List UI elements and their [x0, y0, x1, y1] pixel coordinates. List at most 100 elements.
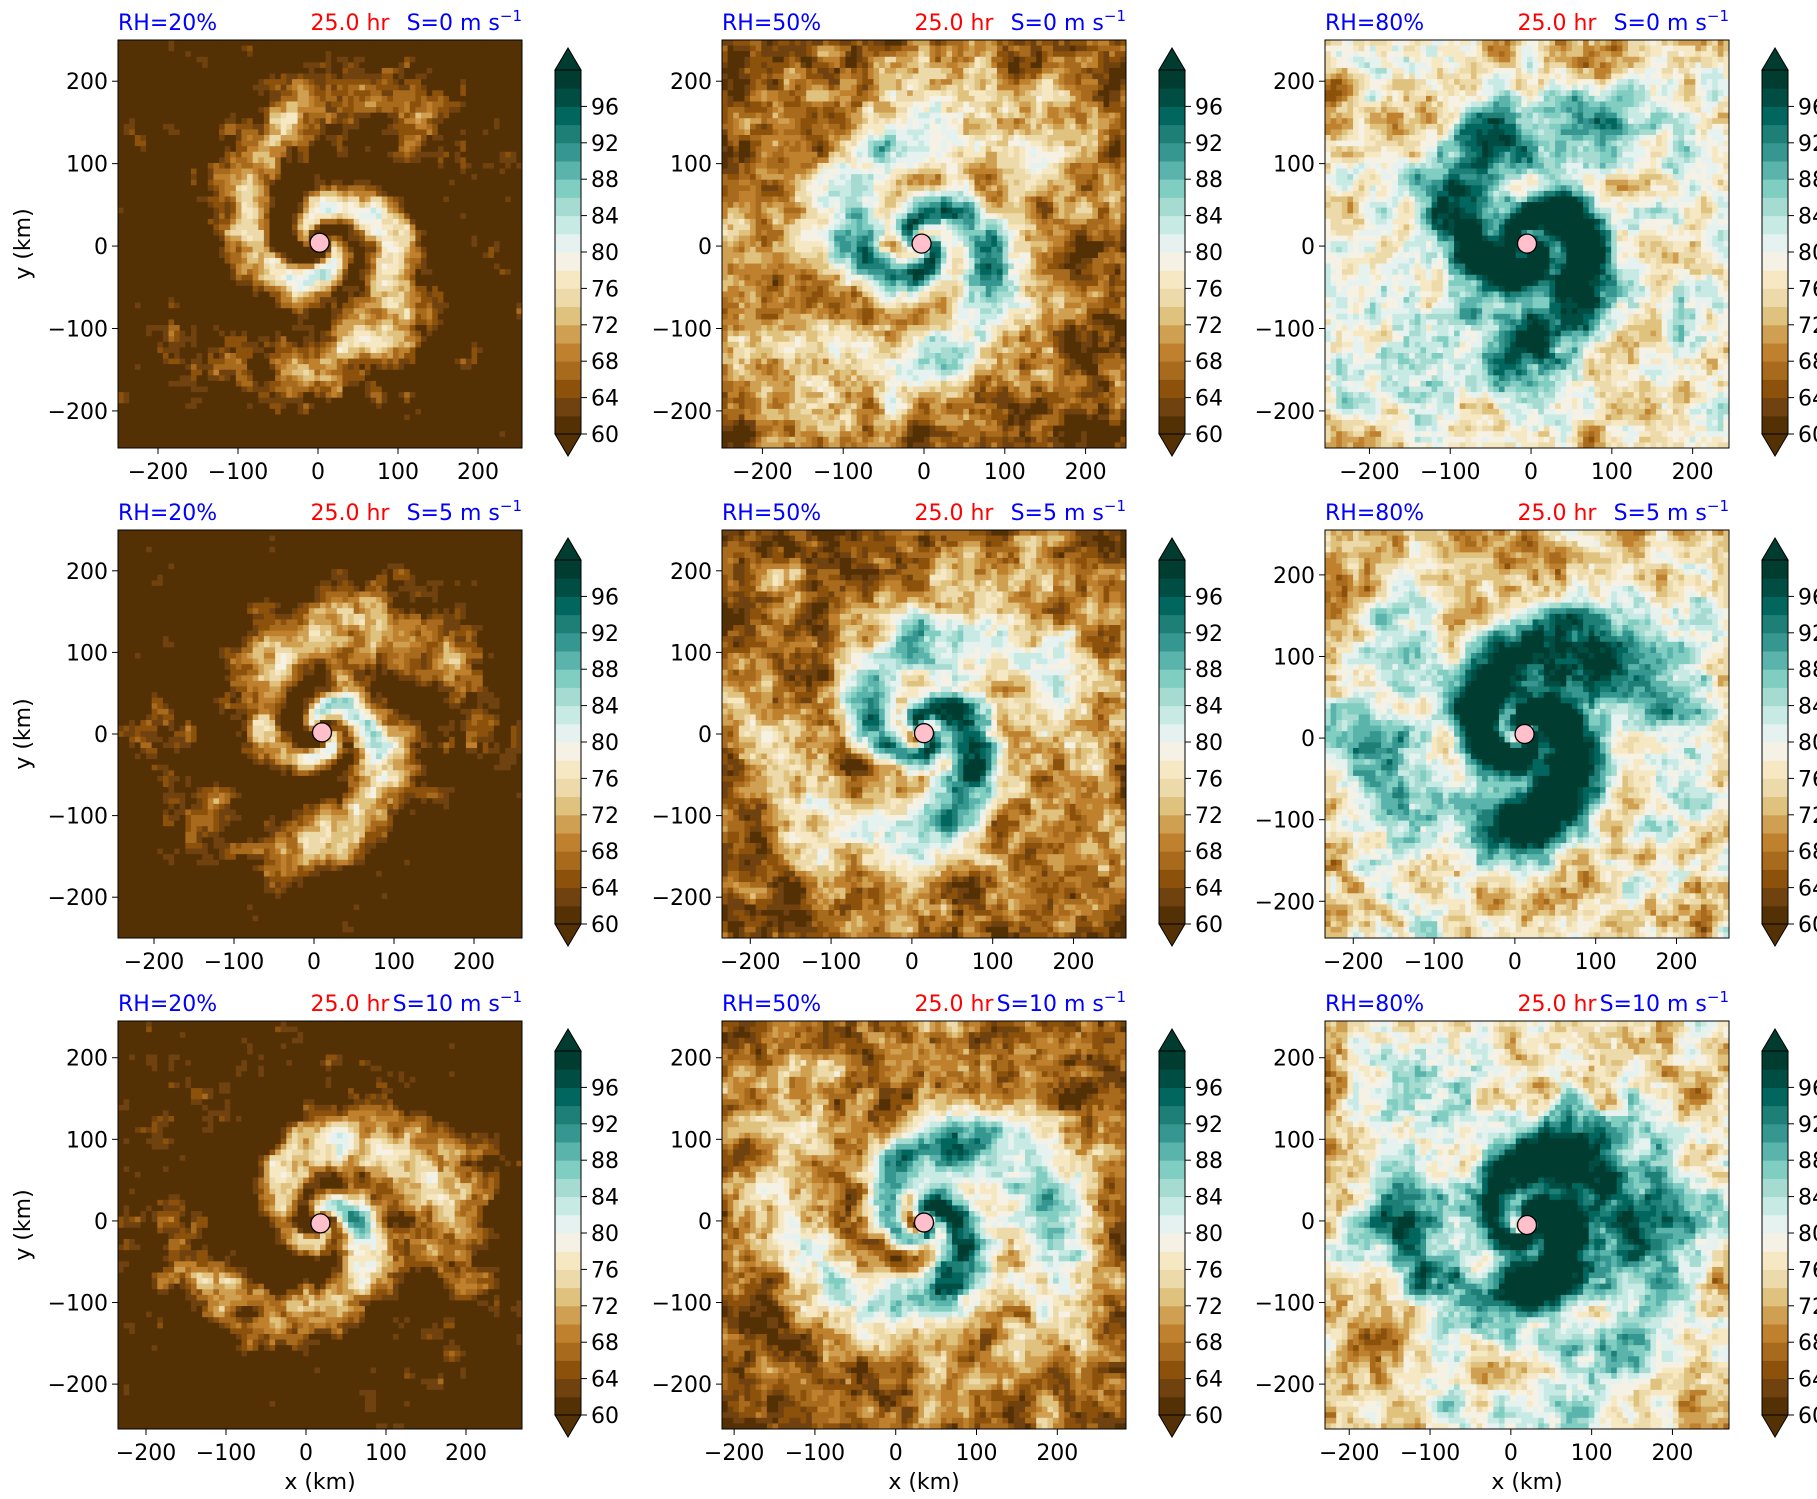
- colorbar-tick-label: 88: [1195, 658, 1223, 683]
- y-tick-label: 200: [1273, 564, 1315, 589]
- title-shear: S=10 m s−1: [393, 988, 522, 1017]
- colorbar-tick-label: 80: [1798, 731, 1817, 756]
- title-shear: S=0 m s−1: [1011, 7, 1126, 36]
- colorbar-tick-label: 76: [1798, 767, 1817, 792]
- title-rh: RH=20%: [118, 11, 217, 36]
- colorbar-tick-label: 64: [1798, 877, 1817, 902]
- x-tick-label: 200: [1052, 950, 1094, 975]
- colorbar-tick-label: 96: [591, 1076, 619, 1101]
- x-tick-label: 200: [1651, 1441, 1693, 1466]
- y-tick-label: 0: [94, 723, 108, 748]
- title-time: 25.0 hr: [915, 992, 995, 1017]
- storm-center-marker: [1516, 233, 1538, 254]
- y-tick-label: 0: [698, 235, 712, 260]
- title-time: 25.0 hr: [311, 501, 391, 526]
- colorbar-tick-label: 96: [1195, 585, 1223, 610]
- title-time: 25.0 hr: [915, 501, 995, 526]
- y-tick-label: −200: [652, 886, 712, 911]
- y-tick-label: 200: [66, 560, 108, 585]
- storm-center-marker: [310, 1213, 331, 1234]
- colorbar-tick-label: 80: [1195, 1222, 1223, 1247]
- colorbar-tick-label: 64: [1798, 1368, 1817, 1393]
- x-tick-label: 200: [1655, 950, 1697, 975]
- colorbar-tick-label: 72: [1195, 804, 1223, 829]
- colorbar-tick-label: 80: [591, 731, 619, 756]
- colorbar-tick-label: 84: [591, 695, 619, 720]
- x-tick-label: 200: [1065, 460, 1107, 485]
- panel-4: −200 −100 0 100 200 −200 −100 0 100 200 RH=20% 25.0…: [11, 497, 619, 975]
- colorbar-extend-max: [1761, 47, 1789, 71]
- colorbar-extend-max: [1158, 537, 1186, 561]
- y-tick-label: −200: [48, 400, 108, 425]
- colorbar-tick-label: 64: [1798, 387, 1817, 412]
- colorbar-extend-max: [554, 1028, 582, 1052]
- x-tick-label: −200: [1339, 460, 1399, 485]
- colorbar-tick-label: 96: [1195, 95, 1223, 120]
- colorbar-extend-max: [554, 47, 582, 71]
- colorbar-tick-label: 84: [1798, 1186, 1817, 1211]
- title-rh: RH=50%: [722, 501, 821, 526]
- colorbar-tick-label: 80: [1798, 241, 1817, 266]
- rh-field: [722, 530, 1126, 938]
- colorbar-extend-min: [1761, 923, 1789, 947]
- colorbar: 60 64 68 72 76 80 84 88 92 96: [1761, 537, 1817, 947]
- axes-frame: [1324, 1020, 1730, 1430]
- y-tick-label: 200: [670, 560, 712, 585]
- panel-7: −200 −100 0 100 200 −200 −100 0 100 200 RH=20% 25.0…: [11, 988, 619, 1495]
- colorbar-tick-label: 68: [591, 350, 619, 375]
- colorbar: 60 64 68 72 76 80 84 88 92 96: [1158, 47, 1223, 457]
- panel-5: −200 −100 0 100 200 −200 −100 0 100 200 RH=50% 25.0…: [652, 497, 1223, 975]
- colorbar-tick-label: 84: [591, 1186, 619, 1211]
- rh-field: [1325, 40, 1729, 448]
- title-rh: RH=80%: [1325, 992, 1424, 1017]
- colorbar-tick-label: 96: [591, 585, 619, 610]
- colorbar-tick-label: 80: [1798, 1222, 1817, 1247]
- colorbar-tick-label: 96: [1798, 585, 1817, 610]
- colorbar: 60 64 68 72 76 80 84 88 92 96: [1158, 1028, 1223, 1438]
- x-tick-label: 0: [917, 460, 931, 485]
- colorbar-tick-label: 76: [1798, 1258, 1817, 1283]
- colorbar-tick-label: 64: [591, 1368, 619, 1393]
- colorbar-tick-label: 84: [1195, 205, 1223, 230]
- x-tick-label: 100: [365, 1441, 407, 1466]
- y-tick-label: −100: [652, 317, 712, 342]
- x-tick-label: 200: [1672, 460, 1714, 485]
- x-tick-label: 100: [1591, 460, 1633, 485]
- x-tick-label: 200: [457, 460, 499, 485]
- title-rh: RH=80%: [1325, 501, 1424, 526]
- y-tick-label: −100: [1255, 317, 1315, 342]
- x-tick-label: 100: [373, 950, 415, 975]
- title-time: 25.0 hr: [915, 11, 995, 36]
- colorbar-tick-label: 60: [1798, 423, 1817, 448]
- colorbar-tick-label: 80: [591, 1222, 619, 1247]
- x-tick-label: 0: [1504, 1441, 1518, 1466]
- colorbar-tick-label: 60: [591, 1404, 619, 1429]
- title-time: 25.0 hr: [1518, 501, 1598, 526]
- y-tick-label: 100: [1273, 645, 1315, 670]
- title-rh: RH=50%: [722, 992, 821, 1017]
- colorbar-extend-min: [1158, 1414, 1186, 1438]
- colorbar-extend-max: [1158, 1028, 1186, 1052]
- colorbar-tick-label: 92: [1798, 132, 1817, 157]
- colorbar-tick-label: 68: [591, 1331, 619, 1356]
- y-tick-label: 100: [66, 153, 108, 178]
- colorbar-tick-label: 84: [1195, 1186, 1223, 1211]
- colorbar-tick-label: 92: [1195, 622, 1223, 647]
- panel-6: −200 −100 0 100 200 −200 −100 0 100 200 RH=80% 25.0…: [1255, 497, 1817, 975]
- y-tick-label: −100: [652, 1292, 712, 1317]
- y-tick-label: 0: [1301, 1210, 1315, 1235]
- rh-field: [722, 1021, 1126, 1429]
- colorbar-tick-label: 88: [591, 168, 619, 193]
- colorbar-tick-label: 60: [591, 423, 619, 448]
- colorbar-tick-label: 72: [1798, 804, 1817, 829]
- y-tick-label: 100: [670, 1128, 712, 1153]
- rh-field: [118, 1021, 522, 1429]
- rh-field: [1325, 1021, 1729, 1429]
- colorbar-tick-label: 88: [1798, 168, 1817, 193]
- y-tick-label: −100: [1255, 809, 1315, 834]
- title-time: 25.0 hr: [1518, 992, 1598, 1017]
- colorbar-tick-label: 72: [1195, 1295, 1223, 1320]
- colorbar-extend-min: [554, 433, 582, 457]
- rh-field: [722, 40, 1126, 448]
